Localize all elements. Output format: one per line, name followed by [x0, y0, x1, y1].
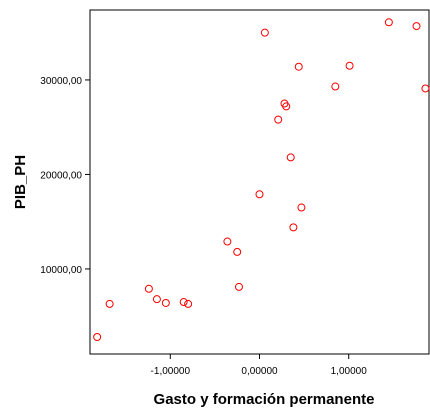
- data-point: [345, 61, 354, 70]
- y-tick-label: 20000,00: [40, 170, 82, 181]
- data-point: [289, 223, 298, 232]
- data-point: [233, 247, 242, 256]
- data-point: [331, 82, 340, 91]
- data-point: [161, 298, 170, 307]
- data-point: [282, 102, 291, 111]
- data-point: [223, 237, 232, 246]
- y-axis-title: PIB_PH: [12, 155, 29, 209]
- x-axis-ticks: -1,00000 0,00000 1,00000: [151, 354, 368, 377]
- data-point: [255, 190, 264, 199]
- x-tick-label: -1,00000: [151, 366, 191, 377]
- plot-area: [89, 9, 430, 355]
- y-tick-label: 30000,00: [40, 76, 82, 87]
- data-point: [184, 299, 193, 308]
- data-point: [234, 282, 243, 291]
- data-point: [152, 295, 161, 304]
- y-axis-ticks: 10000,00 20000,00 30000,00: [40, 76, 90, 276]
- x-tick-label: 1,00000: [331, 366, 368, 377]
- x-tick-label: 0,00000: [241, 366, 278, 377]
- data-points: [93, 18, 430, 341]
- data-point: [384, 18, 393, 27]
- data-point: [286, 153, 295, 162]
- data-point: [144, 284, 153, 293]
- data-point: [421, 84, 430, 93]
- data-point: [179, 298, 188, 307]
- x-axis-title: Gasto y formación permanente: [154, 391, 375, 408]
- data-point: [294, 62, 303, 71]
- data-point: [105, 299, 114, 308]
- data-point: [260, 28, 269, 37]
- y-tick-label: 10000,00: [40, 265, 82, 276]
- data-point: [93, 332, 102, 341]
- data-point: [412, 22, 421, 31]
- data-point: [297, 203, 306, 212]
- data-point: [274, 115, 283, 124]
